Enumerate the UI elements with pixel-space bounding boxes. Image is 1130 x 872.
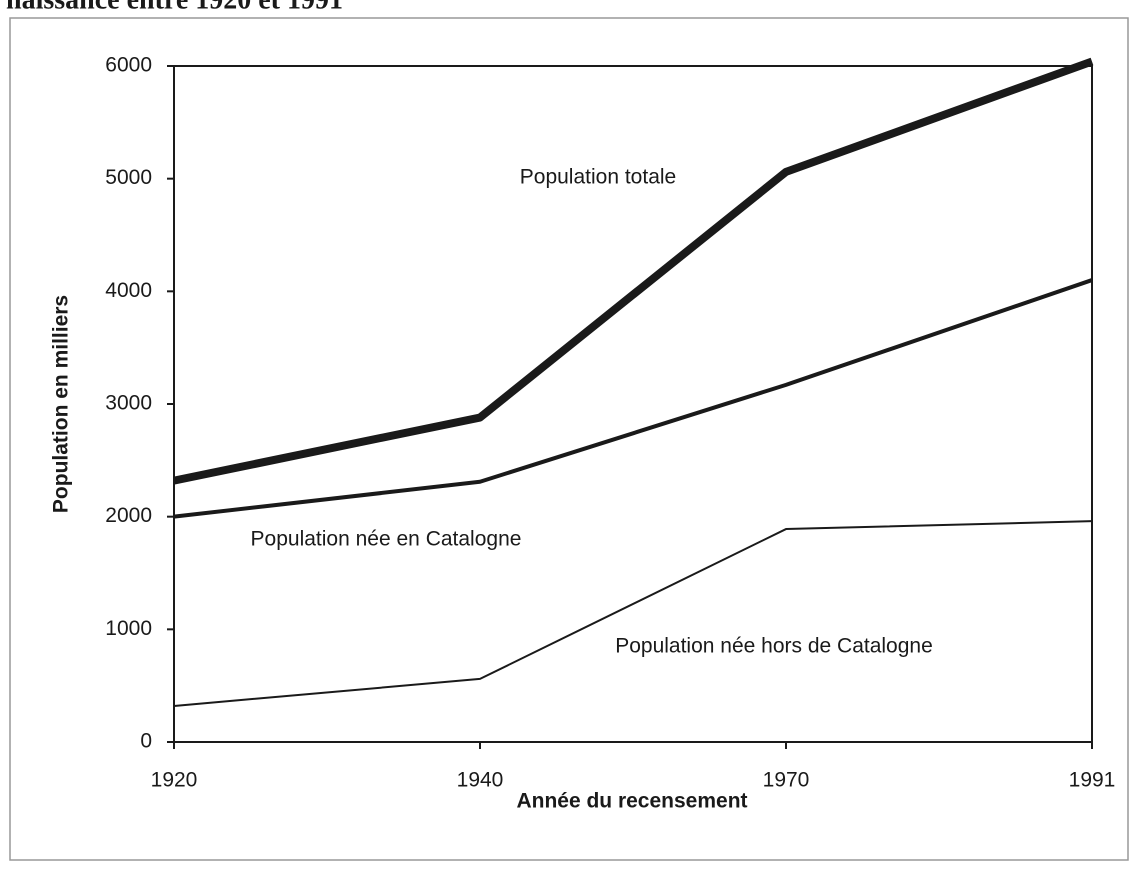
x-tick-label: 1920 (151, 769, 198, 792)
series-line (173, 57, 1094, 485)
series-label: Population née en Catalogne (251, 528, 522, 551)
x-tick-label: 1970 (763, 769, 810, 792)
chart-frame (9, 17, 1129, 861)
y-tick-label: 6000 (105, 54, 152, 77)
y-tick-label: 5000 (105, 166, 152, 189)
y-tick-label: 0 (140, 730, 152, 753)
x-tick-label: 1940 (457, 769, 504, 792)
x-tick-label: 1991 (1069, 769, 1116, 792)
y-tick-label: 2000 (105, 504, 152, 527)
series-label: Population totale (520, 166, 676, 189)
x-axis-label: Année du recensement (516, 790, 747, 813)
series-line (173, 520, 1093, 707)
series-label: Population née hors de Catalogne (615, 635, 933, 658)
y-tick-label: 3000 (105, 392, 152, 415)
series-line (173, 278, 1093, 519)
y-tick-label: 1000 (105, 617, 152, 640)
y-axis-label: Population en milliers (50, 295, 73, 513)
chart-title: naissance entre 1920 et 1991 (6, 0, 343, 15)
y-tick-label: 4000 (105, 279, 152, 302)
